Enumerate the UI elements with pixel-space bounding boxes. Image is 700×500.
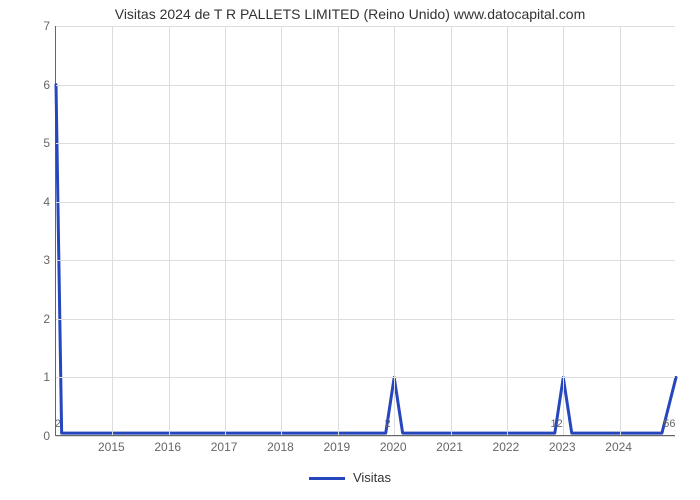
- gridline-v: [394, 26, 395, 435]
- gridline-h: [56, 319, 675, 320]
- x-tick-label: 2016: [154, 440, 181, 454]
- x-tick-label: 2019: [323, 440, 350, 454]
- gridline-h: [56, 85, 675, 86]
- gridline-v: [507, 26, 508, 435]
- point-label: 2: [55, 418, 61, 430]
- gridline-v: [225, 26, 226, 435]
- gridline-v: [563, 26, 564, 435]
- y-tick-label: 5: [30, 136, 50, 150]
- x-tick-label: 2024: [605, 440, 632, 454]
- gridline-h: [56, 26, 675, 27]
- y-tick-label: 6: [30, 78, 50, 92]
- point-label: 12: [551, 418, 563, 430]
- x-tick-label: 2018: [267, 440, 294, 454]
- y-tick-label: 7: [30, 19, 50, 33]
- gridline-v: [451, 26, 452, 435]
- gridline-v: [112, 26, 113, 435]
- point-label: 2: [384, 418, 390, 430]
- legend-swatch: [309, 477, 345, 480]
- series-line: [56, 26, 676, 436]
- chart-title: Visitas 2024 de T R PALLETS LIMITED (Rei…: [0, 6, 700, 22]
- gridline-h: [56, 143, 675, 144]
- gridline-h: [56, 202, 675, 203]
- legend-label: Visitas: [353, 470, 391, 485]
- gridline-v: [620, 26, 621, 435]
- y-tick-label: 3: [30, 253, 50, 267]
- x-tick-label: 2023: [549, 440, 576, 454]
- x-tick-label: 2015: [98, 440, 125, 454]
- gridline-h: [56, 377, 675, 378]
- y-tick-label: 0: [30, 429, 50, 443]
- y-tick-label: 4: [30, 195, 50, 209]
- x-tick-label: 2020: [380, 440, 407, 454]
- y-tick-label: 2: [30, 312, 50, 326]
- gridline-v: [281, 26, 282, 435]
- x-tick-label: 2022: [493, 440, 520, 454]
- gridline-h: [56, 436, 675, 437]
- legend: Visitas: [0, 470, 700, 485]
- gridline-v: [169, 26, 170, 435]
- gridline-h: [56, 260, 675, 261]
- plot-area: [55, 26, 675, 436]
- y-tick-label: 1: [30, 370, 50, 384]
- x-tick-label: 2017: [211, 440, 238, 454]
- x-tick-label: 2021: [436, 440, 463, 454]
- point-label: 56: [663, 418, 675, 430]
- gridline-v: [338, 26, 339, 435]
